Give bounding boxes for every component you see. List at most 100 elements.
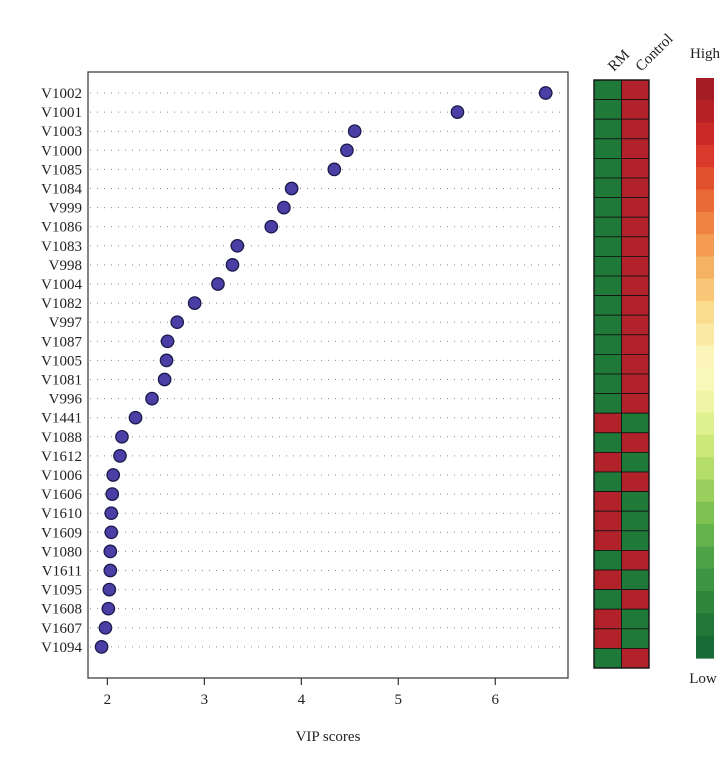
legend-high-label: High [690,46,721,62]
heatmap-cell [621,216,650,238]
legend-swatch [696,479,714,503]
heatmap-cell [621,334,650,355]
heatmap-cell [593,373,622,395]
y-tick-label: V1082 [41,296,82,312]
heatmap-cell [593,295,622,316]
heatmap-column-label: RM [605,47,633,75]
x-axis: 2 3 4 5 6 [104,678,500,708]
y-tick-label: V1003 [41,124,82,140]
heatmap-cell [621,412,650,434]
legend-swatch [696,189,714,213]
data-point [94,640,109,654]
y-tick-label: V997 [49,315,83,331]
heatmap-cell [593,412,622,434]
heatmap-cell [621,177,650,199]
data-point [113,449,127,463]
legend-swatch [696,345,714,369]
heatmap-cell [593,648,622,669]
heatmap-cell [593,393,622,414]
legend-swatch [696,144,714,168]
y-tick-label: V999 [49,201,82,217]
y-tick-label: V1608 [41,602,82,618]
y-tick-label: V1080 [41,544,82,560]
x-axis-label: VIP scores [296,729,361,745]
heatmap-cell [621,255,650,277]
y-tick-label: V1088 [41,430,82,446]
heatmap-cell [593,471,622,493]
data-point [187,296,202,310]
legend-swatch [696,234,714,258]
heatmap-cell [621,157,650,179]
legend-swatch [696,635,714,659]
legend-swatch [696,256,714,280]
points [94,86,553,654]
data-point [157,372,172,387]
data-point [98,620,113,635]
data-point [128,410,143,425]
heatmap-border [593,79,650,669]
heatmap-cell [593,236,622,257]
data-point [327,162,342,177]
heatmap-cell [593,491,622,512]
x-tick-label: 2 [104,692,112,708]
heatmap-cell [593,99,622,120]
heatmap-cell [621,510,650,532]
heatmap-cell [593,608,622,630]
data-point [347,124,362,139]
y-tick-label: V1083 [41,239,82,255]
data-point [230,238,245,253]
data-point [103,563,118,578]
heatmap-cell [593,118,622,140]
color-legend [696,78,714,659]
y-tick-labels: V1002 V1001 V1003 V1000 V1085 V1084 V999 V1086 V… [41,86,82,656]
y-tick-label: V1085 [41,162,82,178]
heatmap-cell [593,216,622,238]
heatmap-cell [593,353,622,375]
heatmap-cell [593,628,622,649]
heatmap-cell [593,275,622,297]
data-point [277,200,291,215]
legend-low-label: Low [689,671,717,687]
data-point [284,181,299,196]
legend-swatch [696,323,714,347]
grid-lines [90,92,566,648]
y-tick-label: V1095 [41,583,82,599]
heatmap-cell [621,471,650,493]
heatmap-cell [621,295,650,316]
heatmap-column-labels: RM Control [605,31,676,75]
x-tick-label: 5 [395,692,403,708]
data-point [211,277,225,291]
legend-swatch [696,591,714,614]
y-tick-label: V1081 [41,373,82,389]
y-tick-label: V1607 [41,621,82,637]
heatmap-cell [593,569,622,591]
data-point [103,544,118,559]
data-point [102,582,117,597]
heatmap-cell [621,589,650,610]
heatmap-cell [621,79,650,101]
heatmap-cell [593,177,622,199]
heatmap-cell [593,550,622,571]
heatmap-cell [621,451,650,473]
heatmap-cell [593,138,622,159]
heatmap [593,79,650,669]
data-point [105,487,120,501]
heatmap-cell [593,314,622,336]
legend-swatch [696,524,714,548]
data-point [160,334,175,349]
legend-swatch [696,613,714,637]
legend-swatch [696,167,714,191]
heatmap-cell [621,99,650,120]
heatmap-cell [593,157,622,179]
legend-swatch [696,546,714,570]
heatmap-cell [593,79,622,101]
y-tick-label: V1002 [41,86,82,102]
legend-swatch [696,457,714,481]
data-point [115,429,129,444]
data-point [170,315,185,330]
data-point [264,219,279,234]
heatmap-cell [621,314,650,336]
legend-swatch [696,211,714,235]
y-tick-label: V998 [49,258,82,274]
data-point [106,468,121,482]
